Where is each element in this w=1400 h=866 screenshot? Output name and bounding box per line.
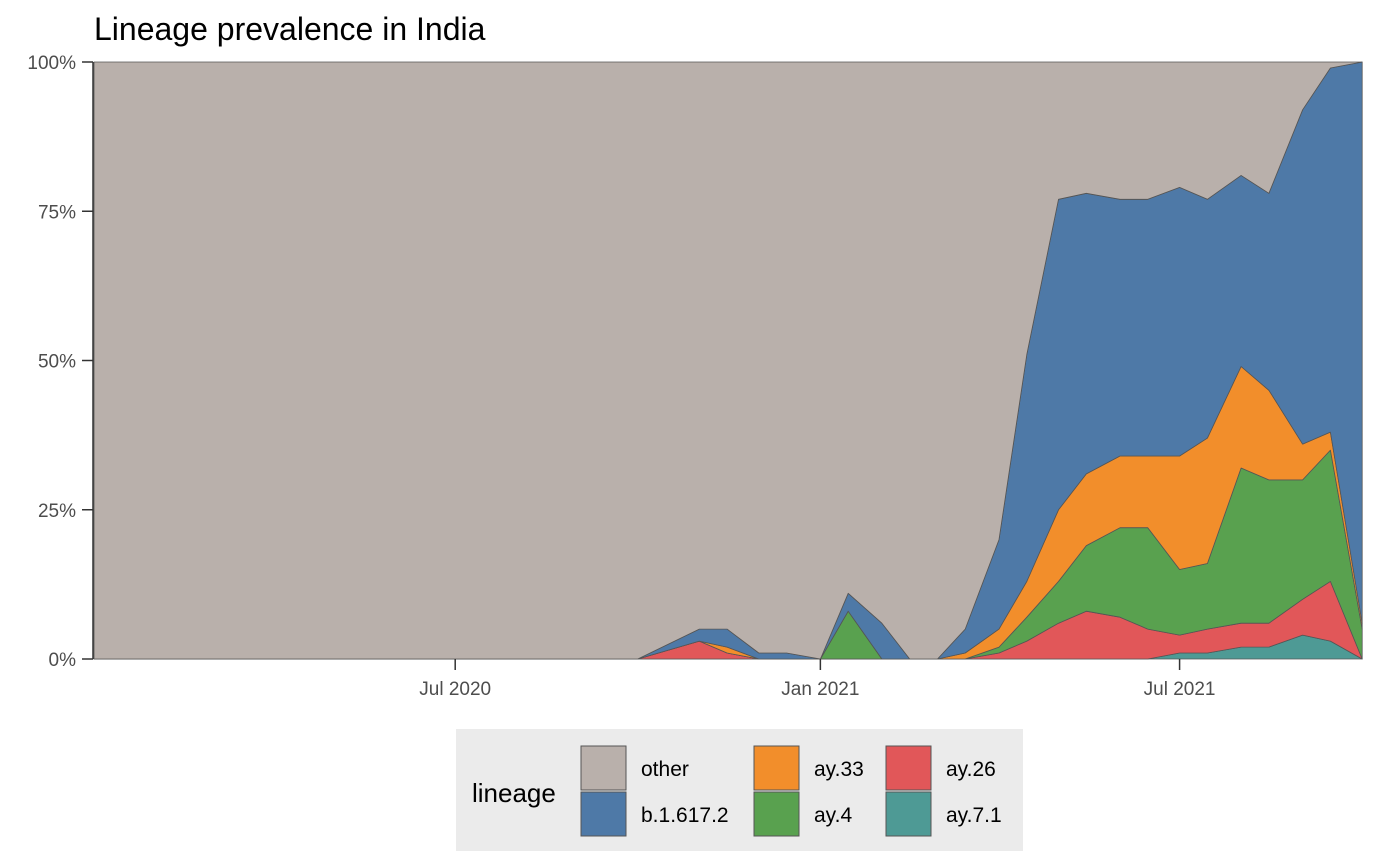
- legend-label: ay.4: [814, 804, 852, 827]
- legend-swatch: [580, 745, 627, 791]
- legend: lineage other b.1.617.2 ay.33 ay.4 ay.26 ay.7…: [456, 729, 1023, 851]
- legend-label: other: [641, 758, 689, 781]
- legend-item-ay-33: ay.33: [753, 745, 864, 791]
- x-tick-label: Jul 2020: [419, 679, 491, 700]
- y-tick-label: 25%: [38, 501, 76, 522]
- legend-item-ay-26: ay.26: [885, 745, 996, 791]
- legend-title: lineage: [472, 778, 556, 808]
- legend-label: ay.7.1: [946, 804, 1002, 827]
- legend-item-ay-7-1: ay.7.1: [885, 791, 1002, 837]
- area-layers: [93, 61, 1363, 660]
- area-other: [93, 61, 1363, 660]
- y-tick-label: 100%: [27, 53, 76, 74]
- x-tick-label: Jul 2021: [1144, 679, 1216, 700]
- legend-swatch: [753, 745, 800, 791]
- x-tick-label: Jan 2021: [781, 679, 859, 700]
- y-axis: 0% 25% 50% 75% 100%: [27, 53, 94, 671]
- legend-item-other: other: [580, 745, 689, 791]
- y-tick-label: 50%: [38, 352, 76, 373]
- legend-swatch: [753, 791, 800, 837]
- y-tick-label: 0%: [49, 650, 77, 671]
- legend-label: ay.33: [814, 758, 864, 781]
- y-tick-label: 75%: [38, 202, 76, 223]
- legend-item-ay-4: ay.4: [753, 791, 852, 837]
- legend-swatch: [885, 791, 932, 837]
- legend-label: ay.26: [946, 758, 996, 781]
- x-axis: Jul 2020 Jan 2021 Jul 2021: [419, 659, 1216, 700]
- legend-label: b.1.617.2: [641, 804, 729, 827]
- legend-swatch: [885, 745, 932, 791]
- legend-items: other b.1.617.2 ay.33 ay.4 ay.26 ay.7.1: [580, 745, 1002, 837]
- chart-title: Lineage prevalence in India: [94, 11, 486, 47]
- legend-swatch: [580, 791, 627, 837]
- legend-item-b-1-617-2: b.1.617.2: [580, 791, 729, 837]
